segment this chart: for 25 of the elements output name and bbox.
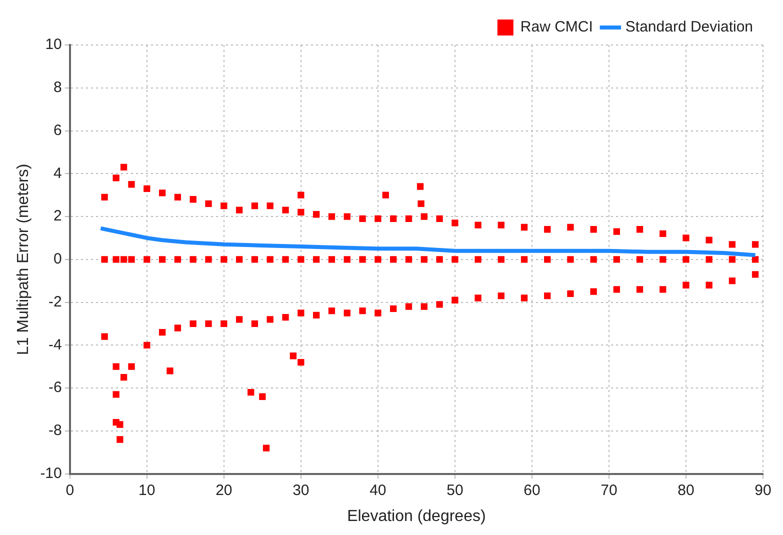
y-tick-label: 2 [54, 208, 62, 225]
x-tick-label: 60 [524, 482, 540, 499]
legend-label: Standard Deviation [625, 18, 754, 36]
y-tick-label: -6 [48, 379, 62, 396]
y-tick-label: 4 [54, 164, 62, 182]
x-tick-label: 70 [600, 482, 618, 499]
x-tick-label: 0 [66, 482, 74, 499]
y-tick-label: 10 [45, 36, 62, 54]
x-tick-label: 10 [138, 482, 156, 499]
y-tick-label: -8 [48, 422, 62, 440]
y-tick-label: 6 [54, 122, 62, 139]
x-tick-label: 40 [370, 482, 386, 499]
y-tick-label: -10 [40, 464, 62, 482]
x-tick-label: 80 [678, 482, 694, 499]
x-tick-label: 30 [292, 482, 310, 499]
legend-label: Raw CMCI [520, 18, 593, 36]
y-axis-title: L1 Multipath Error (meters) [15, 164, 32, 355]
y-tick-label: 0 [54, 250, 62, 268]
y-tick-label: -2 [48, 293, 62, 310]
x-tick-label: 20 [216, 482, 232, 499]
x-tick-label: 50 [446, 482, 464, 499]
x-axis-title: Elevation (degrees) [347, 508, 486, 525]
x-tick-label: 90 [754, 482, 772, 499]
y-tick-label: -4 [48, 336, 62, 354]
y-tick-label: 8 [54, 79, 62, 96]
